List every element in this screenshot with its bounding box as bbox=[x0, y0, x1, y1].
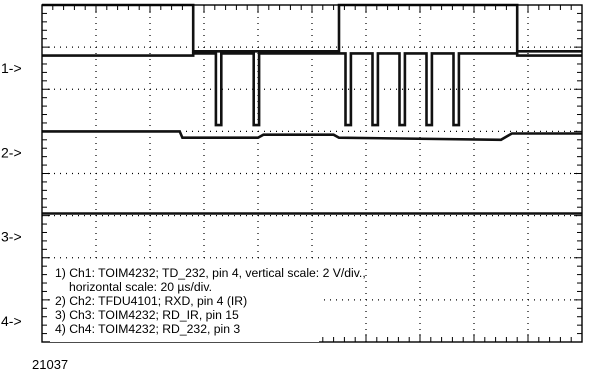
legend-line-ch2: 2) Ch2: TFDU4101; RXD, pin 4 (IR) bbox=[55, 294, 248, 308]
channel-markers: 1-> 2-> 3-> 4-> bbox=[1, 60, 22, 329]
figure-id: 21037 bbox=[32, 357, 68, 372]
trace-ch3 bbox=[42, 130, 582, 142]
channel-marker-3: 3-> bbox=[1, 229, 22, 245]
legend-line-ch1-horizontal-scale: horizontal scale: 20 µs/div. bbox=[69, 280, 212, 294]
channel-marker-4: 4-> bbox=[1, 313, 22, 329]
channel-marker-2: 2-> bbox=[1, 144, 22, 160]
plot-frame bbox=[41, 4, 583, 343]
traces bbox=[42, 3, 582, 215]
grid bbox=[42, 5, 582, 342]
legend-line-ch1: 1) Ch1: TOIM4232; TD_232, pin 4, vertica… bbox=[55, 266, 366, 280]
legend-line-ch3: 3) Ch3: TOIM4232; RD_IR, pin 15 bbox=[55, 308, 239, 322]
legend-line-ch4: 4) Ch4: TOIM4232; RD_232, pin 3 bbox=[55, 322, 241, 336]
axis-ticks bbox=[41, 4, 583, 343]
trace-ch1 bbox=[42, 3, 582, 53]
channel-marker-1: 1-> bbox=[1, 60, 22, 76]
trace-ch2 bbox=[42, 52, 582, 127]
legend: 1) Ch1: TOIM4232; TD_232, pin 4, vertica… bbox=[50, 262, 366, 342]
